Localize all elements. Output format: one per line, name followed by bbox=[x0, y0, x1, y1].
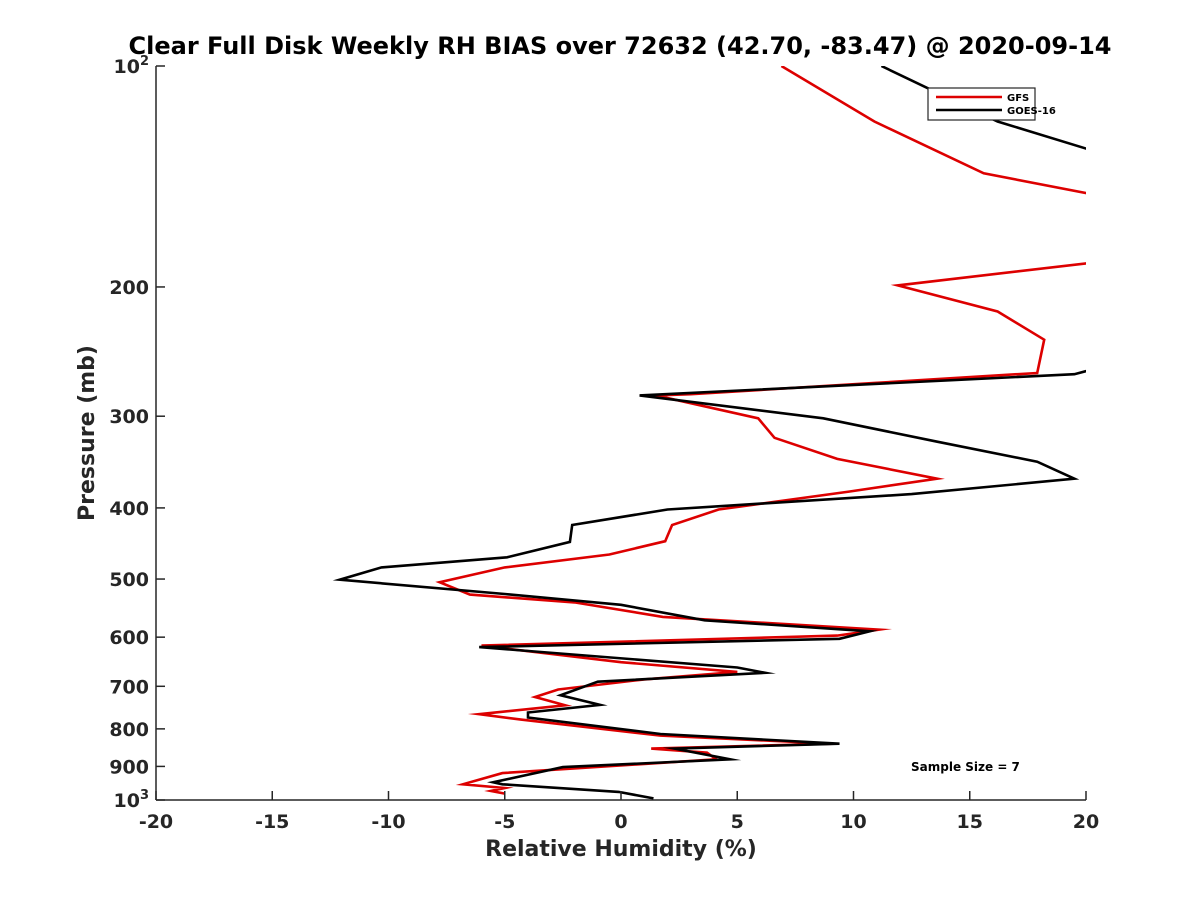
y-tick-label: 300 bbox=[109, 406, 149, 428]
x-tick-label: 0 bbox=[614, 811, 627, 833]
chart-title: Clear Full Disk Weekly RH BIAS over 7263… bbox=[129, 32, 1112, 60]
y-tick-label: 600 bbox=[109, 627, 149, 649]
x-tick-label: 5 bbox=[731, 811, 744, 833]
y-tick-label: 800 bbox=[109, 719, 149, 741]
y-tick-label: 102 bbox=[114, 54, 150, 78]
y-tick-label: 700 bbox=[109, 676, 149, 698]
legend-box bbox=[927, 87, 1036, 121]
y-tick-label: 500 bbox=[109, 569, 149, 591]
x-axis-label: Relative Humidity (%) bbox=[485, 837, 757, 862]
x-tick-label: 10 bbox=[840, 811, 866, 833]
y-tick-label: 103 bbox=[114, 788, 150, 812]
series-line-goes-16 bbox=[332, 66, 1086, 800]
x-tick-label: 20 bbox=[1073, 811, 1099, 833]
legend: GFS GOES-16 bbox=[927, 87, 1056, 121]
y-axis-label: Pressure (mb) bbox=[75, 345, 100, 521]
x-tick-label: -15 bbox=[255, 811, 289, 833]
x-tick-label: -10 bbox=[371, 811, 405, 833]
y-tick-label: 900 bbox=[109, 756, 149, 778]
x-tick-label: 15 bbox=[957, 811, 983, 833]
x-tick-label: -20 bbox=[139, 811, 173, 833]
y-tick-label: 200 bbox=[109, 277, 149, 299]
y-tick-label: 400 bbox=[109, 498, 149, 520]
y-axis-ticks: 102 200 300 400 500 600 700 800 900 103 bbox=[109, 54, 165, 812]
legend-label-goes16: GOES-16 bbox=[1007, 106, 1056, 117]
legend-label-gfs: GFS bbox=[1007, 93, 1029, 104]
series-layer bbox=[332, 66, 1086, 800]
x-axis-ticks: -20 -15 -10 -5 0 5 10 15 20 bbox=[139, 791, 1099, 833]
sample-size-annotation: Sample Size = 7 bbox=[911, 760, 1020, 774]
x-tick-label: -5 bbox=[494, 811, 515, 833]
